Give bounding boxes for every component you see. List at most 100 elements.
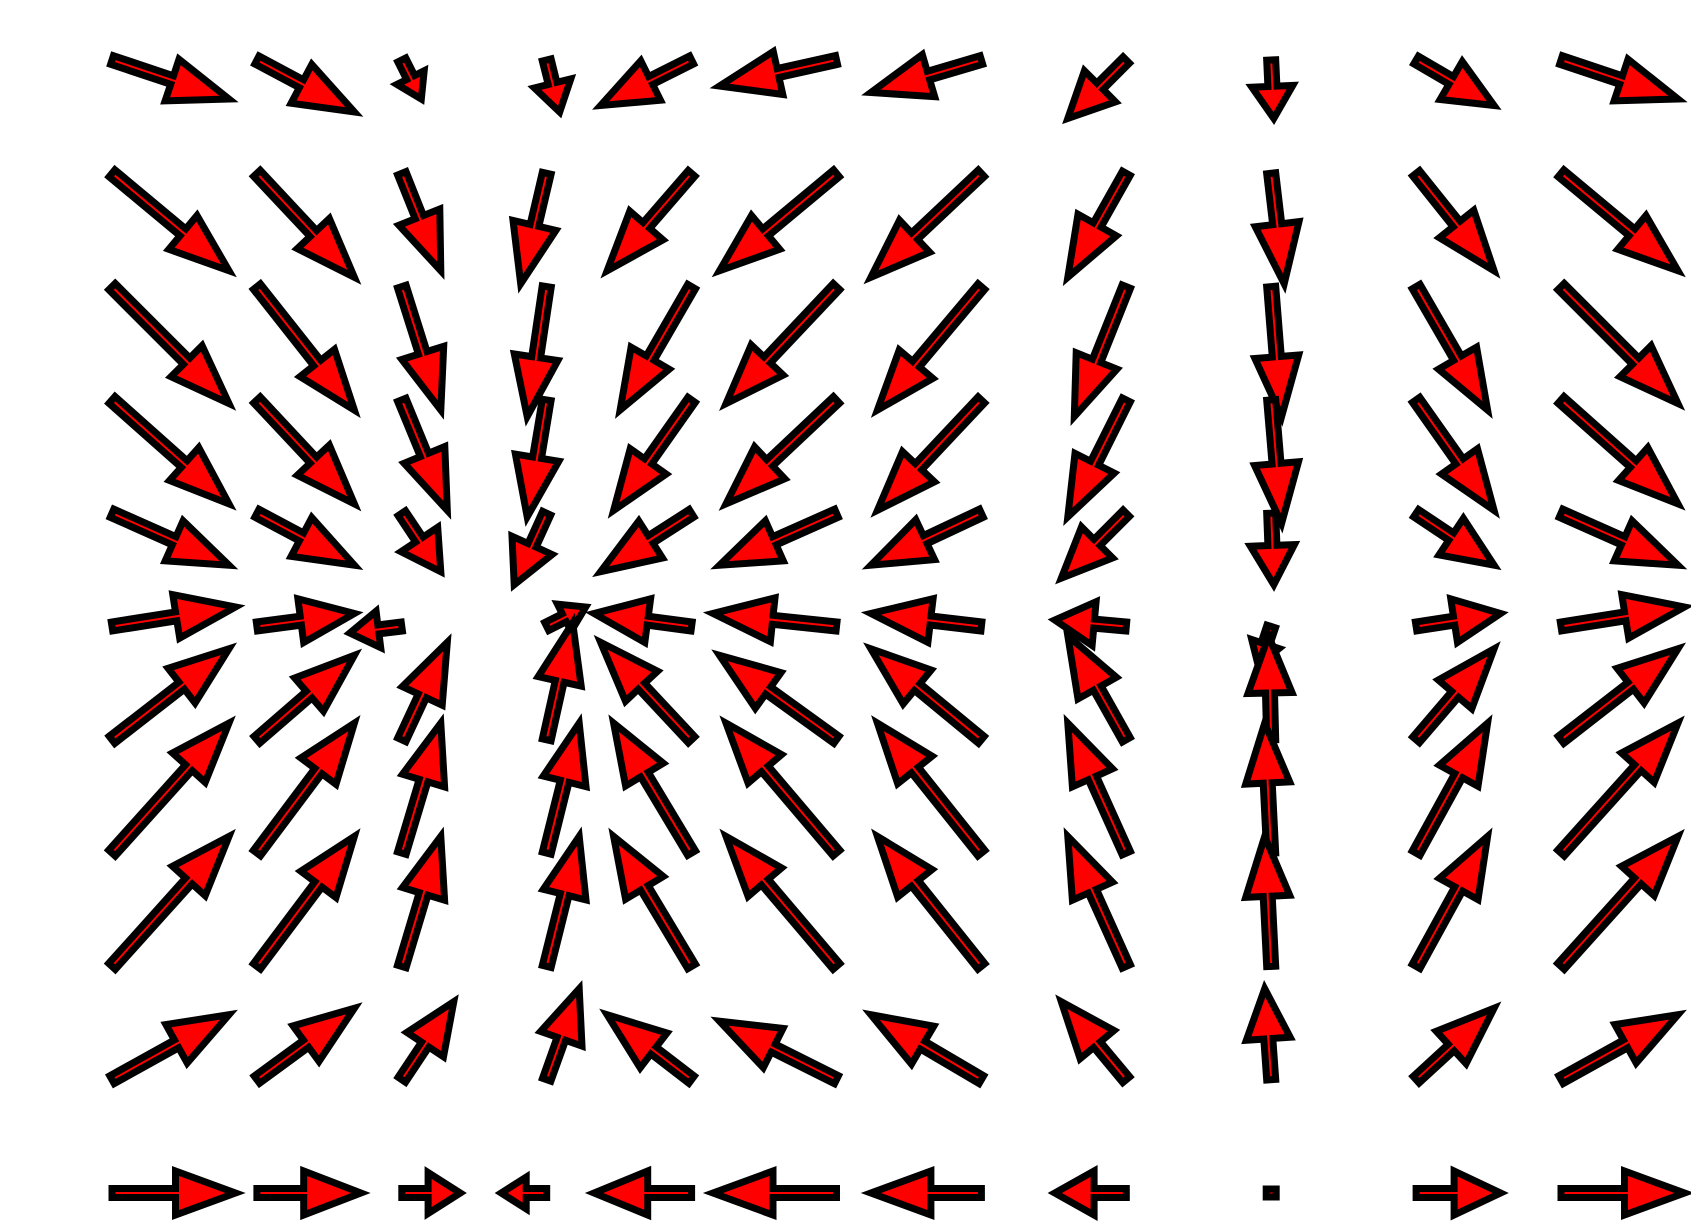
quiver-arrow bbox=[105, 1009, 238, 1089]
quiver-arrow bbox=[719, 278, 845, 411]
quiver-arrow bbox=[607, 392, 701, 519]
quiver-arrow bbox=[393, 280, 448, 420]
quiver-arrow bbox=[108, 1165, 246, 1221]
quiver-arrow bbox=[249, 648, 363, 749]
quiver-arrow bbox=[398, 1166, 467, 1220]
quiver-arrow bbox=[106, 51, 239, 105]
quiver-arrow bbox=[252, 594, 364, 649]
quiver-arrow bbox=[1249, 282, 1304, 427]
quiver-arrow bbox=[593, 634, 700, 748]
quiver-arrow bbox=[494, 1170, 551, 1216]
quiver-arrow bbox=[863, 165, 990, 285]
quiver-arrow bbox=[103, 715, 236, 862]
quiver-arrow bbox=[1552, 828, 1685, 975]
quiver-arrow bbox=[1553, 642, 1687, 749]
quiver-arrow bbox=[1063, 827, 1136, 973]
quiver-arrow bbox=[615, 279, 701, 419]
quiver-arrow bbox=[1408, 51, 1502, 110]
quiver-arrow bbox=[392, 167, 445, 280]
quiver-arrow bbox=[1070, 280, 1136, 427]
quiver-arrow bbox=[710, 504, 843, 570]
quiver-arrow bbox=[1063, 393, 1135, 526]
quiver-arrow bbox=[863, 642, 990, 749]
quiver-arrow bbox=[1554, 1009, 1687, 1089]
quiver-arrow bbox=[248, 714, 361, 861]
quiver-arrow bbox=[527, 54, 577, 119]
quiver-arrow bbox=[532, 612, 586, 745]
quiver-arrow bbox=[702, 593, 841, 648]
arrows-group bbox=[103, 45, 1691, 1221]
quiver-arrow bbox=[248, 828, 361, 974]
quiver-arrow bbox=[103, 828, 236, 975]
quiver-arrow bbox=[1047, 1165, 1130, 1221]
quiver-arrow bbox=[534, 980, 586, 1086]
quiver-arrow bbox=[393, 826, 449, 973]
quiver-arrow bbox=[1407, 392, 1500, 519]
quiver-arrow bbox=[861, 48, 988, 101]
quiver-arrow bbox=[511, 395, 565, 527]
quiver-arrow bbox=[540, 599, 592, 639]
quiver-arrow bbox=[719, 828, 845, 975]
quiver-arrow bbox=[1055, 994, 1135, 1088]
quiver-arrow bbox=[608, 714, 701, 861]
quiver-arrow bbox=[1249, 395, 1304, 534]
quiver-arrow bbox=[600, 165, 700, 279]
quiver-arrow bbox=[1407, 279, 1493, 419]
quiver-arrow bbox=[861, 504, 988, 570]
quiver-arrow bbox=[1063, 713, 1136, 860]
quiver-arrow bbox=[870, 278, 990, 418]
quiver-arrow bbox=[1062, 166, 1135, 287]
quiver-arrow bbox=[248, 391, 362, 512]
quiver-arrow bbox=[508, 168, 562, 294]
quiver-arrow bbox=[710, 1016, 844, 1089]
quiver-arrow bbox=[393, 633, 452, 747]
quiver-arrow bbox=[103, 278, 237, 411]
quiver-arrow bbox=[253, 1165, 371, 1221]
quiver-arrow bbox=[1062, 51, 1135, 125]
quiver-arrow bbox=[250, 504, 364, 570]
quiver-arrow bbox=[537, 826, 591, 972]
quiver-arrow bbox=[1554, 504, 1688, 570]
quiver-arrow bbox=[1242, 626, 1298, 744]
quiver-arrow bbox=[1249, 168, 1304, 294]
quiver-arrow bbox=[393, 505, 445, 578]
quiver-arrow bbox=[1047, 596, 1131, 652]
quiver-arrow bbox=[1240, 712, 1295, 857]
quiver-arrow bbox=[104, 164, 237, 278]
quiver-arrow bbox=[862, 1009, 989, 1089]
quiver-arrow bbox=[1407, 714, 1493, 861]
quiver-arrow bbox=[1552, 278, 1686, 411]
quiver-arrow bbox=[1055, 505, 1135, 585]
quiver-arrow bbox=[860, 594, 986, 648]
quiver-arrow bbox=[1411, 593, 1509, 649]
quiver-arrow bbox=[393, 994, 459, 1088]
quiver-arrow bbox=[249, 1002, 363, 1089]
quiver-arrow bbox=[1245, 56, 1300, 126]
quiver-arrow bbox=[711, 164, 845, 278]
quiver-arrow bbox=[1407, 827, 1493, 974]
quiver-arrow bbox=[599, 1008, 700, 1089]
quiver-arrow bbox=[1408, 1001, 1502, 1088]
quiver-arrow bbox=[584, 1165, 696, 1221]
quiver-arrow bbox=[393, 393, 452, 520]
quiver-arrow bbox=[1556, 590, 1691, 644]
quiver-arrow bbox=[608, 827, 701, 974]
quiver-arrow bbox=[711, 649, 844, 749]
quiver-arrow bbox=[860, 1165, 985, 1221]
quiver-arrow bbox=[1553, 164, 1686, 278]
quiver-arrow bbox=[592, 51, 699, 110]
quiver-arrow bbox=[718, 391, 845, 511]
quiver-arrow bbox=[1407, 165, 1501, 279]
quiver-arrow bbox=[1557, 1165, 1691, 1221]
quiver-arrow bbox=[104, 391, 237, 511]
quiver-arrow bbox=[1412, 1165, 1509, 1221]
quiver-arrow bbox=[250, 51, 364, 117]
quiver-arrow bbox=[1240, 826, 1295, 971]
quiver-arrow bbox=[107, 590, 246, 644]
quiver-arrow bbox=[1553, 391, 1686, 511]
quiver-arrow bbox=[870, 391, 990, 518]
quiver-arrow bbox=[1552, 715, 1685, 862]
quiver-arrow bbox=[592, 504, 699, 578]
